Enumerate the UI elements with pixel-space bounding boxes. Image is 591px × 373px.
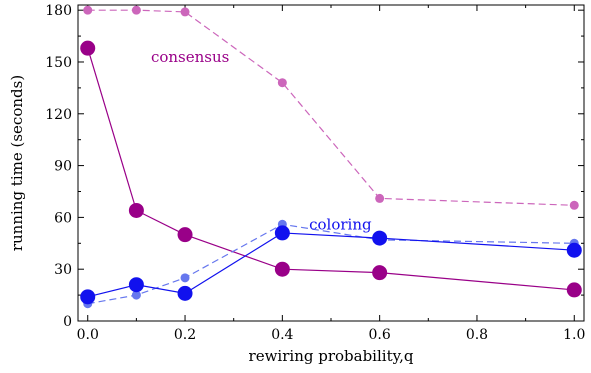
series-line: [87, 47, 575, 291]
data-point: [180, 273, 190, 283]
series-line: [87, 232, 575, 298]
x-axis-title: rewiring probability,q: [249, 347, 414, 365]
series-layer: [80, 5, 582, 309]
x-tick-label: 0.6: [369, 327, 391, 343]
series-1: [80, 40, 582, 298]
data-point: [566, 242, 582, 258]
y-tick-label: 180: [45, 3, 72, 19]
data-point: [83, 5, 93, 15]
data-point: [128, 202, 144, 218]
x-tick-label: 0.8: [466, 327, 488, 343]
series-line: [87, 223, 575, 305]
data-point: [80, 40, 96, 56]
data-point: [277, 78, 287, 88]
data-point: [274, 225, 290, 241]
x-tick-label: 0.2: [174, 327, 196, 343]
data-point: [274, 261, 290, 277]
data-point: [128, 277, 144, 293]
series-3: [80, 225, 582, 305]
data-point: [177, 227, 193, 243]
series-label: coloring: [309, 215, 372, 233]
y-tick-label: 90: [54, 159, 72, 175]
data-point: [180, 7, 190, 17]
data-point: [177, 285, 193, 301]
data-point: [372, 265, 388, 281]
y-tick-label: 150: [45, 55, 72, 71]
y-tick-label: 60: [54, 210, 72, 226]
x-tick-labels: 0.0 0.2 0.4 0.6 0.8 1.0: [77, 327, 586, 343]
y-tick-label: 30: [54, 262, 72, 278]
x-tick-label: 1.0: [563, 327, 585, 343]
data-point: [131, 5, 141, 15]
y-axis-title: running time (seconds): [8, 75, 26, 251]
y-tick-labels: 0 30 60 90 120 150 180: [45, 3, 72, 330]
series-line: [87, 9, 575, 206]
series-label: consensus: [151, 48, 229, 66]
data-point: [566, 282, 582, 298]
x-tick-label: 0.4: [271, 327, 293, 343]
y-tick-label: 0: [63, 314, 72, 330]
y-tick-label: 120: [45, 107, 72, 123]
data-point: [569, 200, 579, 210]
data-point: [131, 290, 141, 300]
x-tick-label: 0.0: [77, 327, 99, 343]
data-point: [80, 289, 96, 305]
data-point: [375, 193, 385, 203]
series-0: [83, 5, 579, 210]
data-point: [372, 230, 388, 246]
annotations: consensus coloring: [151, 48, 372, 233]
